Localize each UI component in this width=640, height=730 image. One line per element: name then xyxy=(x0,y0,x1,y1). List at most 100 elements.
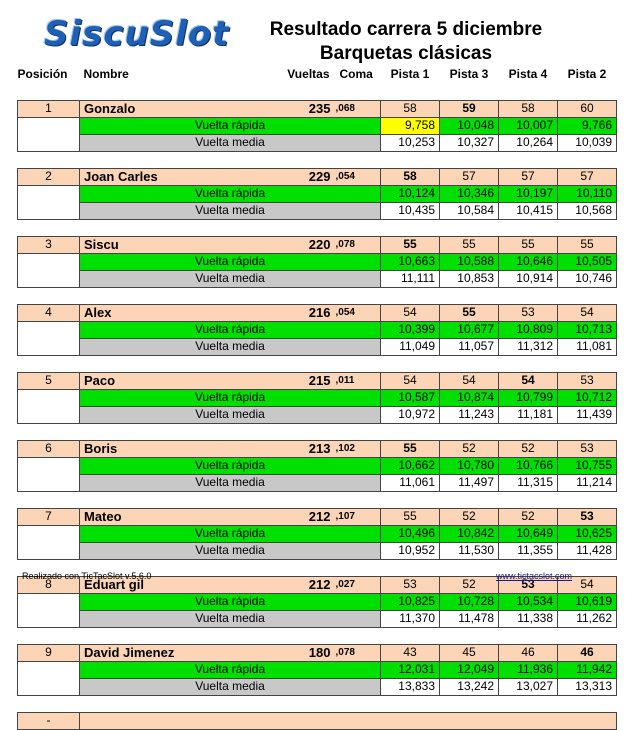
avg-lap-cell: 11,312 xyxy=(498,337,558,356)
spacer-row xyxy=(17,287,617,304)
fast-lap-row: Vuelta rápida 10,662 10,780 10,766 10,755 xyxy=(17,456,617,475)
driver-name: Eduart gil xyxy=(79,575,230,594)
driver-name: Gonzalo xyxy=(79,99,230,118)
fast-lap-label: Vuelta rápida xyxy=(79,592,381,611)
fast-lap-cell: 10,874 xyxy=(439,388,499,407)
avg-lap-cell: 11,497 xyxy=(439,473,499,492)
position-cell: 8 xyxy=(17,575,80,594)
fast-lap-cell: 10,346 xyxy=(439,184,499,203)
empty-position-cell: - xyxy=(17,711,80,730)
avg-lap-cell: 13,027 xyxy=(498,677,558,696)
blank-cell xyxy=(17,134,80,152)
spacer-row xyxy=(17,695,617,712)
blank-cell xyxy=(17,525,80,542)
driver-name: Alex xyxy=(79,303,230,322)
header-track-3: Pista 3 xyxy=(449,67,489,81)
track-laps-cell: 55 xyxy=(380,235,440,254)
avg-lap-cell: 10,415 xyxy=(498,201,558,220)
driver-row: 3 Siscu 220,078 55 55 55 55 xyxy=(17,235,617,254)
laps-cell: 229 xyxy=(229,167,334,186)
blank-cell xyxy=(17,117,80,134)
driver-row: 6 Boris 213,102 55 52 52 53 xyxy=(17,439,617,458)
avg-lap-row: Vuelta media 10,253 10,327 10,264 10,039 xyxy=(17,133,617,152)
comma-cell: ,068 xyxy=(333,99,381,118)
header-comma: Coma xyxy=(339,67,373,81)
spacer-cell xyxy=(17,151,617,168)
fast-lap-cell: 10,663 xyxy=(380,252,440,271)
blank-cell xyxy=(17,610,80,628)
fast-lap-row: Vuelta rápida 10,124 10,346 10,197 10,110 xyxy=(17,184,617,203)
blank-cell xyxy=(17,338,80,356)
track-laps-cell: 55 xyxy=(439,235,499,254)
fast-lap-row: Vuelta rápida 10,496 10,842 10,649 10,625 xyxy=(17,524,617,543)
fast-lap-cell: 10,110 xyxy=(557,184,617,203)
fast-lap-cell: 10,505 xyxy=(557,252,617,271)
fast-lap-cell: 10,197 xyxy=(498,184,558,203)
track-laps-cell: 43 xyxy=(380,643,440,662)
logo-text: SiscuSlot xyxy=(44,14,230,54)
blank-cell xyxy=(17,406,80,424)
avg-lap-row: Vuelta media 10,435 10,584 10,415 10,568 xyxy=(17,201,617,220)
track-laps-cell: 58 xyxy=(380,99,440,118)
track-laps-cell: 60 xyxy=(557,99,617,118)
avg-lap-label: Vuelta media xyxy=(79,337,381,356)
avg-lap-row: Vuelta media 11,061 11,497 11,315 11,214 xyxy=(17,473,617,492)
track-laps-cell: 54 xyxy=(380,303,440,322)
fast-lap-cell: 10,728 xyxy=(439,592,499,611)
avg-lap-cell: 11,243 xyxy=(439,405,499,424)
track-laps-cell: 52 xyxy=(498,439,558,458)
fast-lap-cell: 10,809 xyxy=(498,320,558,339)
fast-lap-cell: 10,399 xyxy=(380,320,440,339)
avg-lap-cell: 10,435 xyxy=(380,201,440,220)
spacer-cell xyxy=(17,355,617,372)
page-title: Resultado carrera 5 diciembre xyxy=(269,19,543,40)
blank-cell xyxy=(17,542,80,560)
footer-link[interactable]: www.tictacslot.com xyxy=(496,571,573,581)
avg-lap-cell: 10,264 xyxy=(498,133,558,152)
fast-lap-cell: 10,713 xyxy=(557,320,617,339)
avg-lap-label: Vuelta media xyxy=(79,541,381,560)
avg-lap-label: Vuelta media xyxy=(79,201,381,220)
header-name: Nombre xyxy=(83,67,129,81)
fast-lap-label: Vuelta rápida xyxy=(79,660,381,679)
avg-lap-cell: 11,061 xyxy=(380,473,440,492)
spacer-cell xyxy=(17,287,617,304)
track-laps-cell: 54 xyxy=(498,371,558,390)
blank-cell xyxy=(17,661,80,678)
header-laps: Vueltas xyxy=(287,67,330,81)
avg-lap-cell: 11,111 xyxy=(380,269,440,288)
track-laps-cell: 54 xyxy=(380,371,440,390)
avg-lap-cell: 10,039 xyxy=(557,133,617,152)
fast-lap-row: Vuelta rápida 9,758 10,048 10,007 9,766 xyxy=(17,116,617,135)
avg-lap-cell: 13,313 xyxy=(557,677,617,696)
driver-row: 2 Joan Carles 229,054 58 57 57 57 xyxy=(17,167,617,186)
fast-lap-cell: 10,646 xyxy=(498,252,558,271)
avg-lap-cell: 10,253 xyxy=(380,133,440,152)
comma-cell: ,054 xyxy=(333,303,381,322)
fast-lap-cell: 10,496 xyxy=(380,524,440,543)
fast-lap-label: Vuelta rápida xyxy=(79,388,381,407)
laps-cell: 180 xyxy=(229,643,334,662)
header-track-1: Pista 1 xyxy=(390,67,430,81)
track-laps-cell: 52 xyxy=(439,507,499,526)
blank-cell xyxy=(17,253,80,270)
driver-row: 1 Gonzalo 235,068 58 59 58 60 xyxy=(17,99,617,118)
avg-lap-cell: 10,972 xyxy=(380,405,440,424)
track-laps-cell: 57 xyxy=(498,167,558,186)
position-cell: 6 xyxy=(17,439,80,458)
avg-lap-label: Vuelta media xyxy=(79,133,381,152)
avg-lap-label: Vuelta media xyxy=(79,269,381,288)
avg-lap-cell: 11,439 xyxy=(557,405,617,424)
avg-lap-row: Vuelta media 11,370 11,478 11,338 11,262 xyxy=(17,609,617,628)
avg-lap-cell: 11,370 xyxy=(380,609,440,628)
avg-lap-cell: 10,952 xyxy=(380,541,440,560)
header-track-4: Pista 4 xyxy=(508,67,548,81)
avg-lap-cell: 11,057 xyxy=(439,337,499,356)
comma-cell: ,011 xyxy=(333,371,381,390)
avg-lap-cell: 11,315 xyxy=(498,473,558,492)
blank-cell xyxy=(17,321,80,338)
laps-cell: 220 xyxy=(229,235,334,254)
fast-lap-cell: 11,942 xyxy=(557,660,617,679)
spacer-row xyxy=(17,559,617,576)
spacer-cell xyxy=(17,83,617,100)
